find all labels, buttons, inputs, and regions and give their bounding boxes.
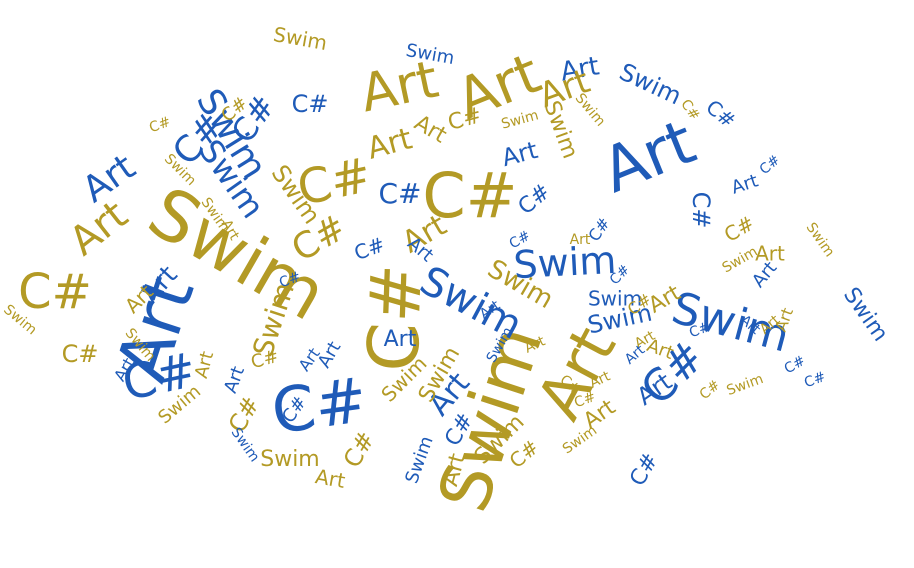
word-c-sharp: C# [18,264,92,320]
word-swim: Swim [588,287,642,311]
word-c-sharp: C# [572,389,598,411]
word-c-sharp: C# [62,340,99,368]
word-art: Art [570,232,591,248]
word-c-sharp: C# [422,159,517,232]
word-c-sharp: C# [267,363,371,449]
word-swim: Swim [260,447,320,472]
word-c-sharp: C# [378,177,421,210]
word-art: Art [558,51,601,87]
word-art: Art [314,464,348,493]
word-art: Art [755,242,785,266]
word-c-sharp: C# [687,319,713,341]
word-c-sharp: C# [292,90,329,118]
word-c-sharp: C# [147,114,173,136]
word-art: Art [384,327,417,352]
word-c-sharp: C# [687,192,715,229]
word-swim: Swim [512,238,617,287]
word-c-sharp: C# [802,369,828,391]
word-c-sharp: C# [277,269,303,291]
word-c-sharp: C# [352,263,438,373]
